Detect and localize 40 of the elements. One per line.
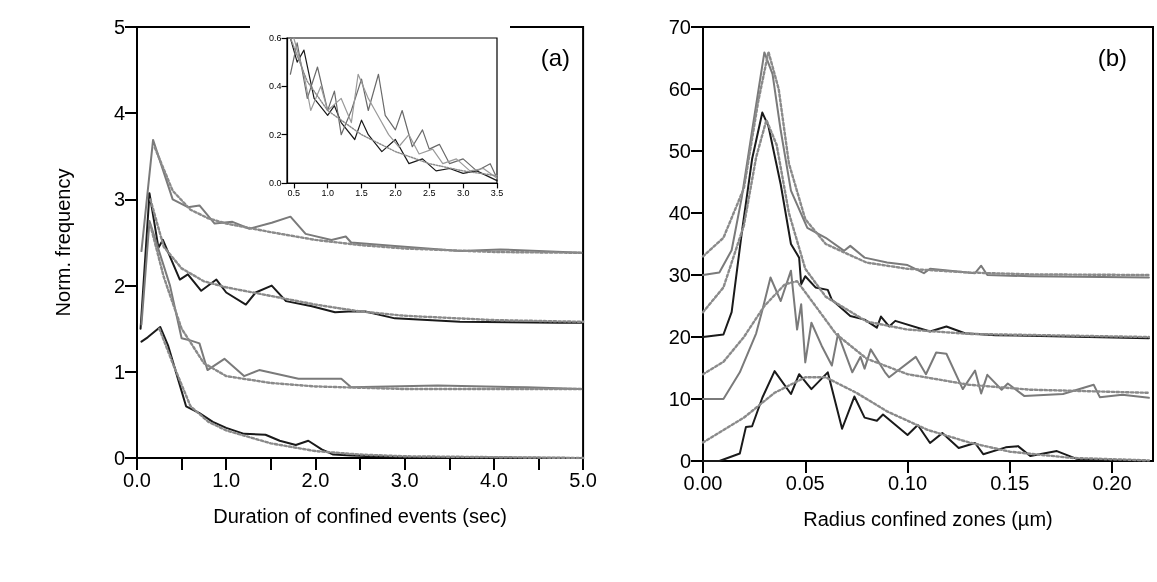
y-tick-label: 0.2 bbox=[269, 129, 282, 140]
y-tick-label: 40 bbox=[668, 202, 691, 224]
y-tick-label: 70 bbox=[668, 16, 691, 38]
x-tick-label: 2.0 bbox=[389, 187, 402, 198]
annotation: (b) bbox=[1097, 43, 1128, 71]
x-tick-label: 0.00 bbox=[683, 472, 723, 494]
x-tick-label: 2.5 bbox=[423, 187, 436, 198]
y-axis-title: Norm. frequency bbox=[52, 168, 74, 317]
y-tick-label: 30 bbox=[668, 264, 691, 286]
x-tick-label: 1.0 bbox=[321, 187, 334, 198]
x-tick-label: 5.0 bbox=[569, 469, 597, 491]
y-tick-label: 0 bbox=[679, 450, 691, 472]
x-tick-label: 0.5 bbox=[287, 187, 301, 198]
y-tick-label: 3 bbox=[113, 188, 125, 211]
y-tick-label: 0.6 bbox=[269, 33, 282, 43]
x-tick-label: 1.0 bbox=[212, 469, 241, 491]
y-tick-label: 10 bbox=[668, 388, 691, 410]
x-tick-label: 4.0 bbox=[479, 469, 508, 491]
x-tick-label: 3.0 bbox=[456, 187, 470, 198]
y-tick-label: 50 bbox=[668, 140, 691, 162]
y-tick-label: 1 bbox=[113, 360, 125, 383]
annotation: (a) bbox=[540, 43, 571, 71]
y-tick-label: 0.4 bbox=[269, 81, 282, 92]
y-tick-label: 4 bbox=[113, 102, 125, 125]
y-tick-label: 60 bbox=[668, 78, 691, 100]
y-tick-label: 5 bbox=[113, 16, 125, 38]
x-tick-label: 0.05 bbox=[785, 472, 825, 494]
x-tick-label: 3.5 bbox=[490, 187, 504, 198]
x-tick-label: 1.5 bbox=[355, 187, 368, 198]
y-tick-label: 0 bbox=[113, 447, 125, 469]
y-tick-label: 2 bbox=[113, 274, 125, 297]
x-axis-title: Radius confined zones (µm) bbox=[803, 508, 1053, 530]
y-tick-label: 0.0 bbox=[269, 178, 282, 188]
x-tick-label: 3.0 bbox=[390, 469, 419, 491]
x-tick-label: 0.20 bbox=[1092, 472, 1132, 494]
y-tick-label: 20 bbox=[668, 326, 691, 348]
x-tick-label: 0.15 bbox=[990, 472, 1030, 494]
x-axis-title: Duration of confined events (sec) bbox=[213, 505, 507, 527]
x-tick-label: 2.0 bbox=[301, 469, 330, 491]
x-tick-label: 0.10 bbox=[888, 472, 928, 494]
